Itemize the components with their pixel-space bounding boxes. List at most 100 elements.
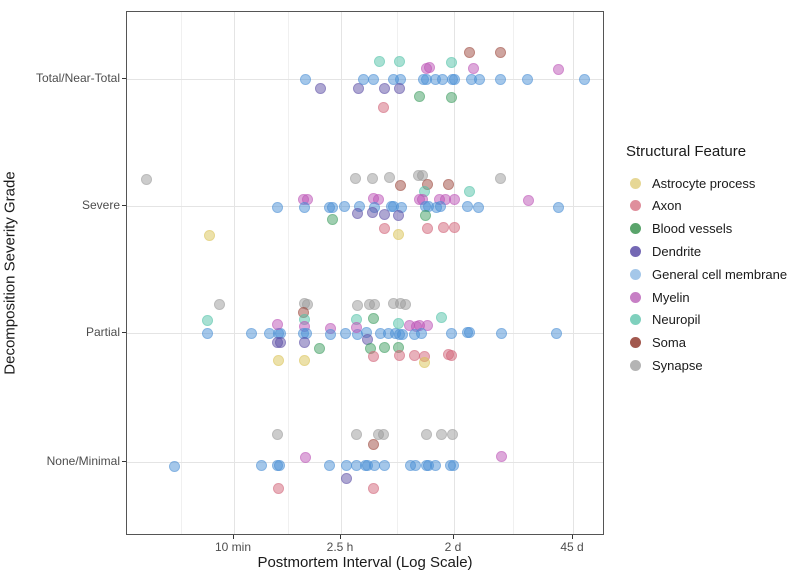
data-point-my xyxy=(495,450,507,462)
data-point-cm xyxy=(326,201,338,213)
data-point-sy xyxy=(368,298,380,310)
data-point-cm xyxy=(338,200,350,212)
y-tick-label: Partial xyxy=(85,325,120,339)
data-point-sy xyxy=(213,298,225,310)
data-point-ax xyxy=(367,482,379,494)
x-tick-label: 45 d xyxy=(560,540,584,554)
data-point-sy xyxy=(446,428,458,440)
my-legend-swatch-icon xyxy=(630,291,641,303)
y-tick-label: Total/Near-Total xyxy=(35,71,120,85)
data-point-de xyxy=(298,336,310,348)
data-point-cm xyxy=(357,73,369,85)
data-point-cm xyxy=(463,326,475,338)
legend-item-bv: Blood vessels xyxy=(630,220,732,238)
data-point-np xyxy=(463,185,475,197)
data-point-sy xyxy=(377,428,389,440)
data-point-de xyxy=(378,82,390,94)
data-point-cm xyxy=(445,327,457,339)
x-tick-label: 2 d xyxy=(444,540,462,554)
data-point-cm xyxy=(552,201,564,213)
x-tick-label: 10 min xyxy=(214,540,252,554)
data-point-bv xyxy=(326,213,338,225)
data-point-sy xyxy=(435,428,447,440)
data-point-sy xyxy=(271,428,283,440)
data-point-so xyxy=(394,179,406,191)
data-point-cm xyxy=(578,73,590,85)
legend-item-cm: General cell membrane xyxy=(630,265,787,283)
data-point-np xyxy=(201,314,213,326)
legend-item-label: Astrocyte process xyxy=(652,175,756,191)
major-gridline-vertical xyxy=(454,12,455,534)
data-point-sy xyxy=(349,172,361,184)
data-point-as xyxy=(203,229,215,241)
data-point-cm xyxy=(472,201,484,213)
data-point-ax xyxy=(377,101,389,113)
data-point-de xyxy=(378,208,390,220)
data-point-ax xyxy=(448,221,460,233)
data-point-cm xyxy=(473,73,485,85)
legend-item-label: Synapse xyxy=(652,357,703,373)
data-point-sy xyxy=(383,171,395,183)
data-point-so xyxy=(463,46,475,58)
data-point-cm xyxy=(550,327,562,339)
major-gridline-horizontal xyxy=(127,206,603,207)
x-tick-mark xyxy=(233,535,234,539)
legend-item-label: General cell membrane xyxy=(652,266,788,282)
legend-item-label: Soma xyxy=(652,335,686,351)
data-point-ax xyxy=(421,222,433,234)
minor-gridline-vertical xyxy=(397,12,398,534)
x-tick-label: 2.5 h xyxy=(326,540,354,554)
data-point-as xyxy=(392,228,404,240)
as-legend-swatch-icon xyxy=(630,177,641,189)
data-point-np xyxy=(392,317,404,329)
legend-title: Structural Feature xyxy=(626,143,747,160)
data-point-cm xyxy=(368,459,380,471)
legend-item-label: Myelin xyxy=(652,289,690,305)
data-point-cm xyxy=(396,328,408,340)
minor-gridline-vertical xyxy=(181,12,182,534)
legend-item-label: Blood vessels xyxy=(652,221,733,237)
data-point-ax xyxy=(378,222,390,234)
data-point-cm xyxy=(298,201,310,213)
data-point-de xyxy=(352,82,364,94)
data-point-so xyxy=(442,178,454,190)
data-point-sy xyxy=(416,169,428,181)
data-point-sy xyxy=(420,428,432,440)
data-point-cm xyxy=(495,327,507,339)
y-tick-mark xyxy=(122,78,126,79)
data-point-my xyxy=(552,63,564,75)
y-tick-mark xyxy=(122,205,126,206)
data-point-sy xyxy=(140,173,152,185)
data-point-cm xyxy=(436,73,448,85)
data-point-cm xyxy=(494,73,506,85)
major-gridline-vertical xyxy=(341,12,342,534)
major-gridline-vertical xyxy=(234,12,235,534)
legend-item-so: Soma xyxy=(630,334,686,352)
data-point-ax xyxy=(393,349,405,361)
data-point-as xyxy=(272,354,284,366)
data-point-de xyxy=(392,209,404,221)
x-tick-mark xyxy=(572,535,573,539)
data-point-cm xyxy=(245,327,257,339)
data-point-bv xyxy=(419,209,431,221)
data-point-np xyxy=(435,311,447,323)
data-point-cm xyxy=(447,459,459,471)
data-point-cm xyxy=(168,460,180,472)
legend-item-sy: Synapse xyxy=(630,356,703,374)
data-point-cm xyxy=(255,459,267,471)
legend-item-my: Myelin xyxy=(630,288,690,306)
data-point-bv xyxy=(378,341,390,353)
data-point-cm xyxy=(271,201,283,213)
data-point-cm xyxy=(299,73,311,85)
data-point-np xyxy=(393,55,405,67)
x-tick-mark xyxy=(453,535,454,539)
major-gridline-vertical xyxy=(573,12,574,534)
x-tick-mark xyxy=(340,535,341,539)
data-point-my xyxy=(423,61,435,73)
data-point-sy xyxy=(366,172,378,184)
plot-panel xyxy=(126,11,604,535)
legend-item-as: Astrocyte process xyxy=(630,174,755,192)
data-point-sy xyxy=(351,299,363,311)
data-point-bv xyxy=(445,91,457,103)
y-tick-label: None/Minimal xyxy=(46,454,120,468)
